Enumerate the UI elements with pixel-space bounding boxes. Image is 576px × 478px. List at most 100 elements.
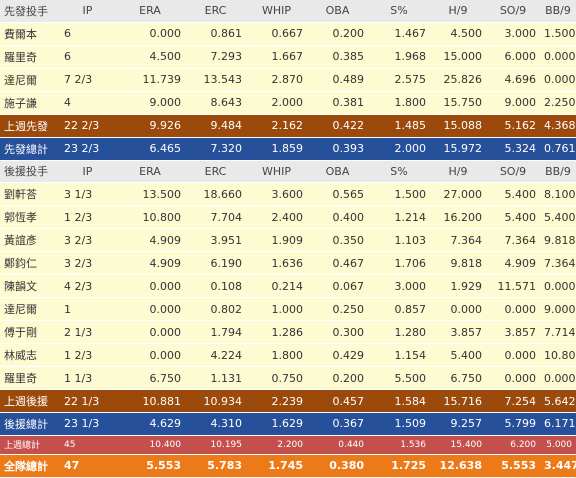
- cell: 0.214: [246, 274, 307, 299]
- cell: 15.088: [430, 114, 486, 138]
- cell: 0.108: [185, 274, 246, 299]
- cell: 2.239: [246, 389, 307, 413]
- cell: 5.400: [540, 205, 576, 230]
- total-row: 後援總計 23 1/3 4.629 4.310 1.629 0.367 1.509 9.257…: [0, 412, 576, 436]
- cell: 23 2/3: [60, 137, 115, 161]
- cell: 0.750: [246, 366, 307, 391]
- cell: 0.000: [486, 366, 540, 391]
- cell: 1 2/3: [60, 205, 115, 230]
- cell: 15.972: [430, 137, 486, 161]
- cell: 0.489: [307, 68, 368, 92]
- cell: 0.857: [368, 297, 430, 322]
- cell: 郭恆孝: [0, 205, 60, 230]
- cell: 達尼爾: [0, 297, 60, 322]
- cell: 3 2/3: [60, 228, 115, 253]
- data-row: 黃誼彥 3 2/3 4.909 3.951 1.909 0.350 1.103 7.364 7.…: [0, 228, 576, 253]
- cell: IP: [60, 160, 115, 184]
- cell: 1.509: [368, 412, 430, 436]
- cell: 5.553: [115, 454, 185, 478]
- cell: 0.467: [307, 251, 368, 276]
- cell: 4.500: [430, 22, 486, 46]
- cell: 15.000: [430, 45, 486, 69]
- cell: 7.364: [486, 228, 540, 253]
- cell: 0.385: [307, 45, 368, 69]
- cell: 0.457: [307, 389, 368, 413]
- cell: 10.195: [185, 435, 246, 455]
- cell: 7.293: [185, 45, 246, 69]
- cell: 15.400: [430, 435, 486, 455]
- cell: 4.629: [115, 412, 185, 436]
- cell: WHIP: [246, 0, 307, 23]
- cell: IP: [60, 0, 115, 23]
- header-row: 先發投手 IP ERA ERC WHIP OBA S% H/9 SO/9 BB/9: [0, 0, 576, 23]
- cell: 5.324: [486, 137, 540, 161]
- data-row: 達尼爾 1 0.000 0.802 1.000 0.250 0.857 0.000 0.000 9…: [0, 297, 576, 322]
- cell: 0.200: [307, 366, 368, 391]
- cell: 9.484: [185, 114, 246, 138]
- cell: 11.571: [486, 274, 540, 299]
- cell: 1.859: [246, 137, 307, 161]
- cell: 0.200: [307, 22, 368, 46]
- cell: 7.704: [185, 205, 246, 230]
- cell: 0.067: [307, 274, 368, 299]
- cell: 7.254: [486, 389, 540, 413]
- cell: 4.909: [486, 251, 540, 276]
- cell: 2 1/3: [60, 320, 115, 345]
- cell: 先發投手: [0, 0, 60, 23]
- cell: 5.400: [486, 182, 540, 207]
- cell: 1.485: [368, 114, 430, 138]
- cell: 全隊總計: [0, 454, 60, 478]
- cell: 16.200: [430, 205, 486, 230]
- cell: 6.750: [430, 366, 486, 391]
- cell: 3 2/3: [60, 251, 115, 276]
- cell: 陳韻文: [0, 274, 60, 299]
- cell: 2.575: [368, 68, 430, 92]
- cell: WHIP: [246, 160, 307, 184]
- cell: 7.364: [540, 251, 576, 276]
- cell: 22 1/3: [60, 389, 115, 413]
- cell: 45: [60, 435, 115, 455]
- cell: 1.706: [368, 251, 430, 276]
- cell: 9.818: [430, 251, 486, 276]
- cell: 0.429: [307, 343, 368, 368]
- cell: 1.968: [368, 45, 430, 69]
- cell: 7.320: [185, 137, 246, 161]
- cell: SO/9: [486, 0, 540, 23]
- cell: 林威志: [0, 343, 60, 368]
- cell: 1.500: [368, 182, 430, 207]
- cell: 1.794: [185, 320, 246, 345]
- cell: 劉軒荅: [0, 182, 60, 207]
- cell: 15.750: [430, 91, 486, 115]
- cell: 0.861: [185, 22, 246, 46]
- cell: 4.368: [540, 114, 576, 138]
- cell: 傅于剛: [0, 320, 60, 345]
- cell: 27.000: [430, 182, 486, 207]
- cell: 3 1/3: [60, 182, 115, 207]
- last-week-row: 上週後援 22 1/3 10.881 10.934 2.239 0.457 1.584 15.…: [0, 389, 576, 413]
- data-row: 傅于剛 2 1/3 0.000 1.794 1.286 0.300 1.280 3.857 3.…: [0, 320, 576, 345]
- cell: 3.000: [486, 22, 540, 46]
- cell: 1.629: [246, 412, 307, 436]
- cell: 0.400: [307, 205, 368, 230]
- cell: 9.000: [540, 297, 576, 322]
- cell: 3.951: [185, 228, 246, 253]
- cell: 13.500: [115, 182, 185, 207]
- header-row: 後援投手 IP ERA ERC WHIP OBA S% H/9 SO/9 BB/9: [0, 160, 576, 184]
- cell: 上週先發: [0, 114, 60, 138]
- cell: 2.200: [246, 435, 307, 455]
- cell: 0.000: [430, 297, 486, 322]
- cell: 1.909: [246, 228, 307, 253]
- cell: 0.380: [307, 454, 368, 478]
- cell: 上週後援: [0, 389, 60, 413]
- cell: 2.000: [368, 137, 430, 161]
- cell: 黃誼彥: [0, 228, 60, 253]
- cell: 1.536: [368, 435, 430, 455]
- data-row: 劉軒荅 3 1/3 13.500 18.660 3.600 0.565 1.500 27.00…: [0, 182, 576, 207]
- cell: 1.500: [540, 22, 576, 46]
- cell: 1.800: [368, 91, 430, 115]
- cell: OBA: [307, 0, 368, 23]
- cell: 4.224: [185, 343, 246, 368]
